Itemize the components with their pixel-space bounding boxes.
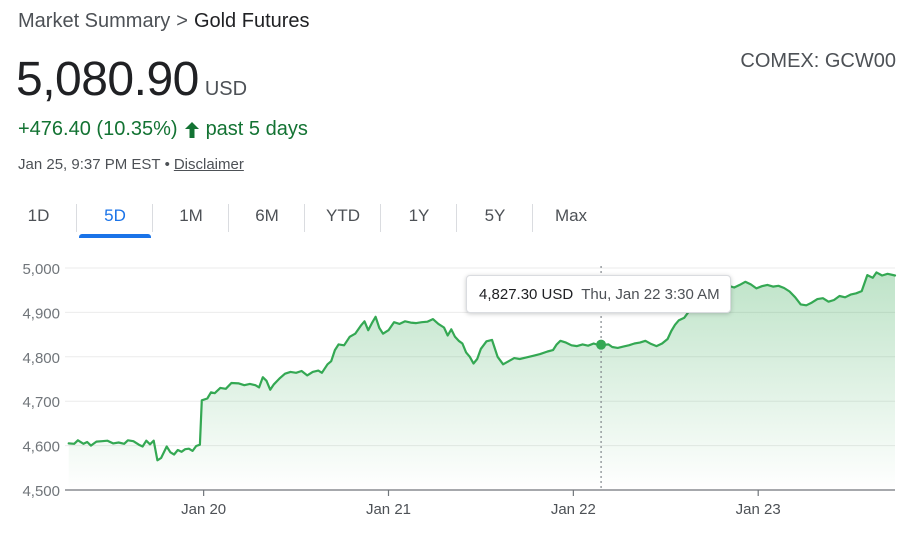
tooltip-date: Thu, Jan 22 3:30 AM (581, 285, 720, 303)
x-tick-label: Jan 23 (736, 501, 781, 518)
tab-label: 5Y (484, 206, 506, 225)
range-tabs: 1D 5D 1M 6M YTD 1Y 5Y Max (0, 196, 609, 238)
breadcrumb-separator: > (176, 10, 188, 32)
quote-meta: Jan 25, 9:37 PM EST • Disclaimer (18, 156, 244, 173)
tab-divider (76, 204, 77, 232)
tab-5y[interactable]: 5Y (457, 196, 533, 236)
disclaimer-link[interactable]: Disclaimer (173, 156, 244, 173)
price-currency: USD (204, 78, 248, 100)
breadcrumb-market-summary-link[interactable]: Market Summary (18, 10, 171, 32)
active-tab-indicator (79, 234, 151, 238)
price-line (67, 271, 897, 462)
quote-timestamp: Jan 25, 9:37 PM EST (18, 156, 161, 173)
y-tick-label: 5,000 (22, 261, 60, 278)
tab-6m[interactable]: 6M (229, 196, 305, 236)
x-tick-label: Jan 21 (366, 501, 411, 518)
breadcrumb-current: Gold Futures (193, 10, 310, 32)
tab-label: YTD (326, 206, 360, 225)
tab-label: Max (554, 206, 588, 225)
tab-label: 5D (104, 206, 126, 225)
tab-1d[interactable]: 1D (0, 196, 77, 236)
y-tick-label: 4,700 (22, 394, 60, 411)
tab-label: 1Y (408, 206, 430, 225)
y-tick-label: 4,600 (22, 439, 60, 456)
tab-label: 6M (255, 206, 279, 225)
tab-label: 1M (179, 206, 203, 225)
exchange-symbol: COMEX: GCW00 (740, 50, 896, 72)
y-tick-label: 4,900 (22, 305, 60, 322)
y-axis-labels: 4,500 4,600 4,700 4,800 4,900 5,000 (22, 261, 60, 500)
price-tooltip: 4,827.30 USD Thu, Jan 22 3:30 AM (466, 275, 731, 313)
tab-divider (228, 204, 229, 232)
tab-1y[interactable]: 1Y (381, 196, 457, 236)
price-change-value: +476.40 (10.35%) (18, 118, 178, 140)
x-axis: Jan 20 Jan 21 Jan 22 Jan 23 (181, 490, 781, 518)
breadcrumb: Market Summary > Gold Futures (18, 10, 310, 33)
meta-separator: • (164, 156, 170, 173)
price-change-period: past 5 days (205, 118, 308, 140)
y-tick-label: 4,800 (22, 350, 60, 367)
hover-point (596, 339, 607, 350)
tab-divider (380, 204, 381, 232)
price-change: +476.40 (10.35%) past 5 days (18, 118, 308, 141)
price-area-fill (68, 272, 895, 490)
tab-5d[interactable]: 5D (77, 196, 153, 238)
tab-ytd[interactable]: YTD (305, 196, 381, 236)
tab-1m[interactable]: 1M (153, 196, 229, 236)
tab-label: 1D (27, 206, 50, 225)
y-tick-label: 4,500 (22, 483, 60, 500)
x-tick-label: Jan 22 (551, 501, 596, 518)
tab-divider (456, 204, 457, 232)
tab-divider (304, 204, 305, 232)
up-arrow-icon (184, 121, 200, 139)
tab-divider (152, 204, 153, 232)
tab-divider (532, 204, 533, 232)
tab-max[interactable]: Max (533, 196, 609, 236)
x-tick-label: Jan 20 (181, 501, 226, 518)
current-price: 5,080.90 (16, 53, 199, 106)
tooltip-price: 4,827.30 USD (479, 285, 574, 303)
price-row: 5,080.90 USD (16, 52, 247, 107)
